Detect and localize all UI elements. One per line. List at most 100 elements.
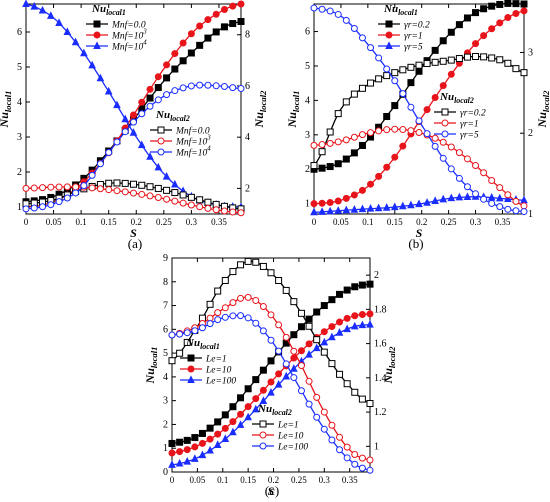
data-point — [55, 198, 63, 206]
y-left-axis-label-sub: local1 — [3, 91, 13, 113]
y-left-tick-label: 2 — [305, 164, 310, 175]
data-point — [229, 2, 237, 10]
legend-marker — [157, 148, 165, 156]
y-right-axis-label-sub: local2 — [541, 90, 550, 112]
data-point — [259, 303, 267, 311]
data-point — [221, 411, 229, 419]
legend-title-base: Nu — [383, 3, 398, 15]
data-point — [447, 56, 455, 64]
y-left-tick-label: 8 — [163, 277, 168, 288]
data-point — [229, 268, 237, 276]
data-point — [447, 165, 455, 173]
data-point — [310, 141, 318, 149]
data-point — [383, 163, 391, 171]
data-point — [480, 169, 488, 177]
data-point — [520, 7, 528, 15]
data-point — [328, 332, 336, 341]
data-point — [358, 84, 366, 92]
x-axis-label-base: S — [268, 484, 275, 498]
data-point — [334, 110, 342, 118]
data-point — [431, 142, 439, 150]
data-point — [305, 340, 313, 348]
data-point — [520, 208, 528, 216]
data-point — [259, 396, 268, 404]
data-point — [206, 424, 214, 432]
data-point — [88, 60, 96, 69]
data-point — [512, 197, 520, 205]
legend-label: Mnf=103 — [111, 29, 147, 42]
x-axis-label: S — [268, 484, 275, 498]
data-point — [176, 438, 184, 446]
data-point — [375, 172, 383, 180]
data-point — [267, 311, 275, 319]
y-right-axis-label: Nulocal2 — [535, 90, 550, 129]
data-point — [168, 449, 176, 457]
data-point — [163, 195, 171, 203]
legend-title-base: Nu — [185, 337, 200, 349]
y-right-tick-label: 1.8 — [374, 304, 387, 315]
data-point — [121, 128, 129, 136]
data-point — [30, 2, 39, 10]
y-right-axis-label-sub: local2 — [258, 90, 268, 112]
data-point — [350, 205, 359, 213]
data-point — [358, 186, 366, 194]
data-point — [374, 203, 383, 212]
data-point — [47, 201, 55, 209]
legend-title: Nulocal2 — [155, 109, 190, 123]
y-left-axis-label-base: Nu — [0, 112, 11, 129]
data-point — [154, 84, 162, 92]
data-point — [130, 111, 137, 119]
data-point — [472, 9, 480, 17]
x-tick-label: 0.15 — [240, 475, 256, 485]
legend-marker — [187, 354, 195, 362]
y-left-tick-label: 3 — [17, 132, 22, 143]
data-point — [320, 348, 328, 356]
x-tick-label: 0.25 — [291, 475, 307, 485]
legend-title: Nulocal2 — [439, 91, 474, 105]
data-point — [423, 198, 431, 206]
data-point — [96, 185, 104, 193]
data-point — [320, 337, 329, 346]
data-point — [72, 183, 80, 191]
x-tick-label: 0.3 — [470, 217, 482, 227]
legend-label-base: Mnf=0.0 — [111, 20, 146, 31]
data-point — [274, 379, 283, 388]
series-1 — [310, 0, 528, 173]
legend-label: γr=1 — [404, 32, 423, 42]
data-point — [267, 336, 275, 344]
data-point — [214, 430, 222, 438]
legend-marker — [385, 41, 393, 49]
data-point — [113, 187, 121, 195]
data-point — [358, 464, 366, 472]
data-point — [171, 65, 179, 73]
data-point — [415, 199, 423, 208]
data-point — [96, 160, 104, 168]
y-left-tick-label: 7 — [163, 301, 168, 312]
data-point — [130, 118, 137, 126]
y-left-axis-label-base: Nu — [285, 112, 299, 129]
x-tick-label: 0.05 — [190, 475, 206, 485]
legend-label-base: Mnf=10 — [175, 148, 207, 159]
legend-marker — [259, 420, 267, 428]
data-point — [187, 193, 195, 201]
data-point — [105, 186, 113, 194]
data-point — [439, 82, 447, 90]
data-point — [383, 113, 391, 121]
data-point — [439, 57, 447, 65]
legend-label: Mnf=103 — [175, 135, 211, 148]
legend-title: Nulocal2 — [257, 403, 292, 417]
y-left-tick-label: 6 — [163, 324, 168, 335]
data-point — [350, 90, 358, 98]
legend-title-sub: local1 — [200, 342, 220, 351]
data-point — [496, 56, 504, 64]
legend-label-base: γr=0.2 — [460, 109, 486, 119]
legend-label: Le=100 — [205, 377, 236, 387]
x-tick-label: 0 — [170, 475, 175, 485]
legend-label: Le=10 — [205, 366, 232, 376]
y-left-tick-label: 6 — [17, 27, 22, 38]
y-left-tick-label: 1 — [17, 202, 22, 213]
data-point — [335, 328, 344, 336]
data-point — [22, 0, 30, 7]
